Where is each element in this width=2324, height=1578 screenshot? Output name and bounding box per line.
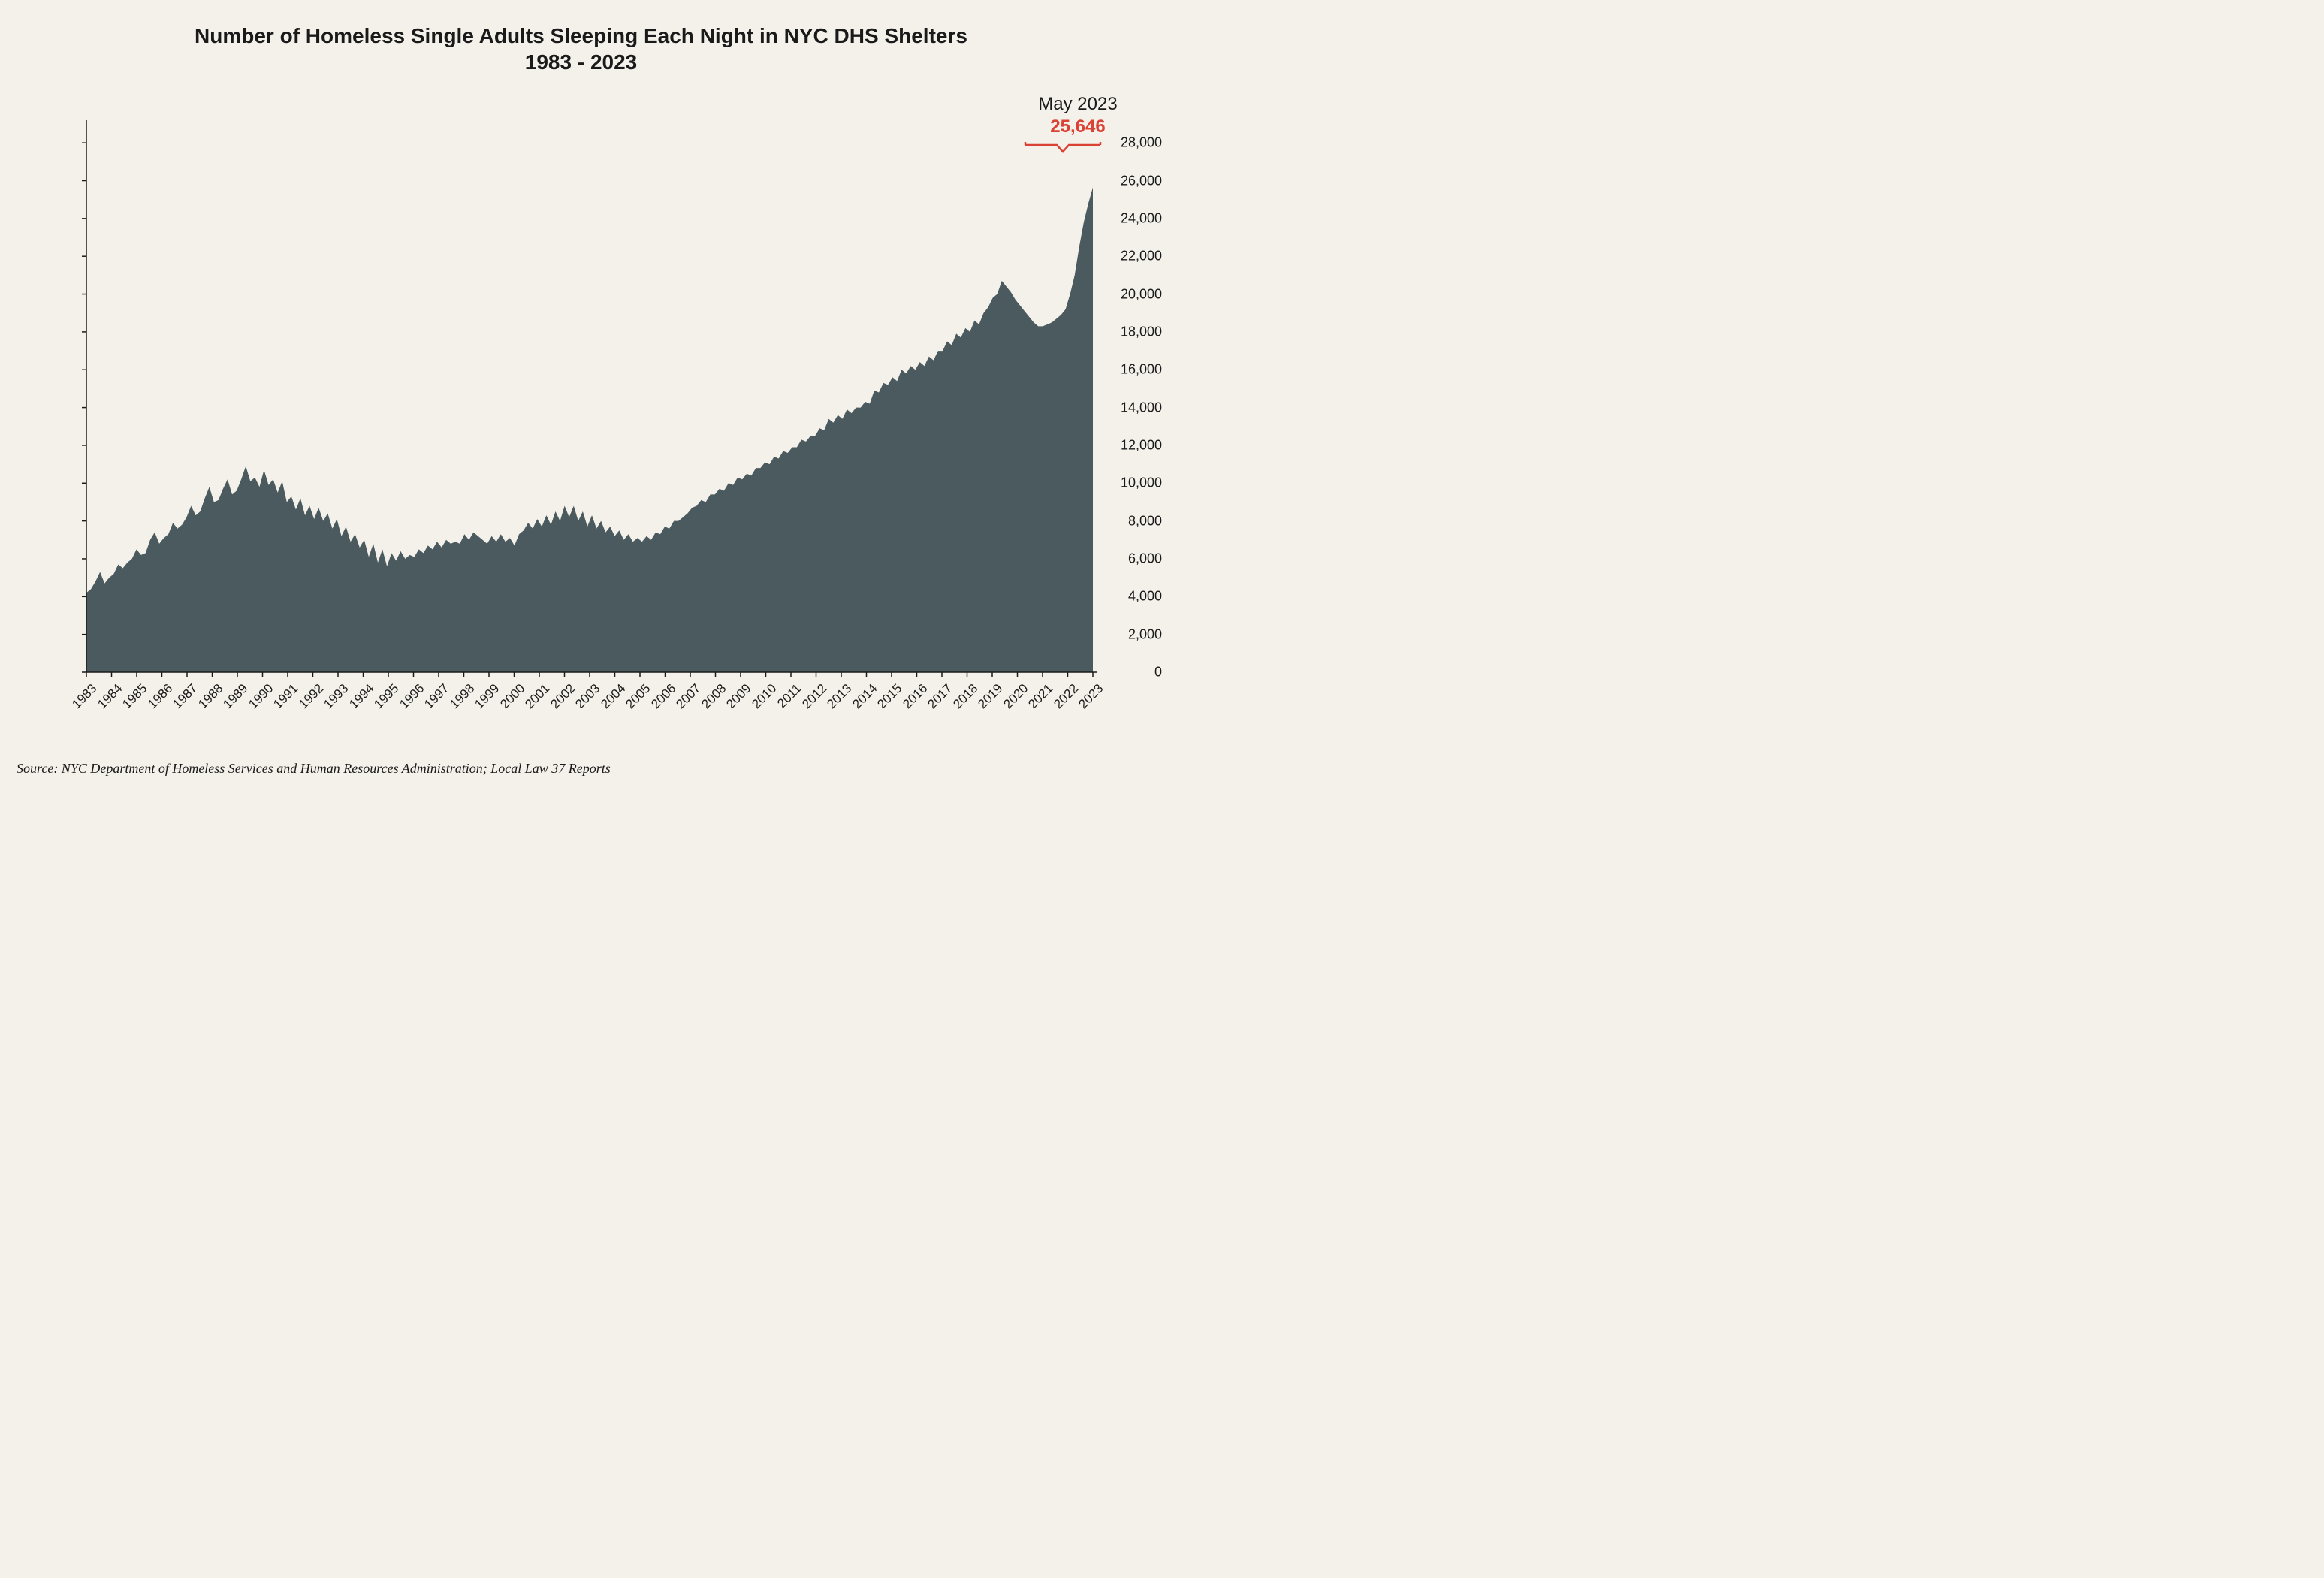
annotation-bracket xyxy=(0,0,1162,789)
y-tick-label: 22,000 xyxy=(1085,249,1162,264)
y-tick-label: 24,000 xyxy=(1085,210,1162,226)
y-tick-label: 18,000 xyxy=(1085,324,1162,339)
y-tick-label: 6,000 xyxy=(1085,551,1162,566)
y-tick-label: 16,000 xyxy=(1085,362,1162,378)
y-tick-label: 2,000 xyxy=(1085,626,1162,642)
y-tick-label: 4,000 xyxy=(1085,589,1162,605)
y-tick-label: 14,000 xyxy=(1085,400,1162,415)
y-tick-label: 8,000 xyxy=(1085,513,1162,529)
y-tick-label: 10,000 xyxy=(1085,475,1162,491)
chart-container: Number of Homeless Single Adults Sleepin… xyxy=(0,0,1162,789)
y-tick-label: 28,000 xyxy=(1085,135,1162,151)
y-tick-label: 12,000 xyxy=(1085,437,1162,453)
y-tick-label: 20,000 xyxy=(1085,286,1162,302)
y-tick-label: 0 xyxy=(1085,665,1162,680)
y-tick-label: 26,000 xyxy=(1085,173,1162,189)
source-caption: Source: NYC Department of Homeless Servi… xyxy=(17,761,611,777)
